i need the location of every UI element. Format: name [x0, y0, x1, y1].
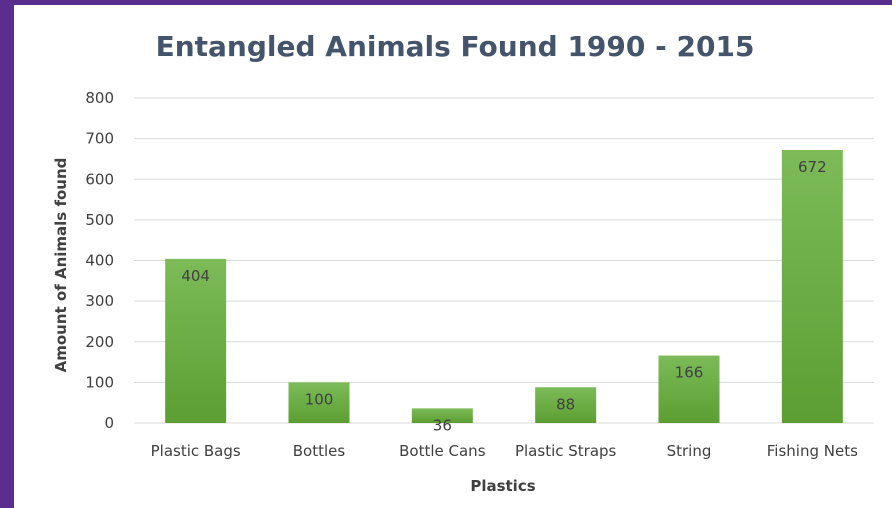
bar: [658, 355, 720, 423]
data-label: 672: [798, 158, 827, 176]
x-axis-title: Plastics: [470, 477, 535, 495]
y-tick-label: 400: [85, 252, 114, 270]
y-tick-label: 700: [85, 130, 114, 148]
y-tick-label: 500: [85, 211, 114, 229]
bars: 404 100 36 88 166 672: [165, 150, 843, 434]
y-tick-label: 600: [85, 170, 114, 188]
x-axis-ticks: Plastic Bags Bottles Bottle Cans Plastic St…: [151, 442, 858, 460]
bar: [165, 258, 227, 423]
y-tick-label: 0: [104, 414, 114, 432]
y-tick-label: 300: [85, 292, 114, 310]
x-tick-label: Fishing Nets: [767, 442, 858, 460]
x-tick-label: Plastic Bags: [151, 442, 241, 460]
y-tick-label: 200: [85, 333, 114, 351]
bar: [288, 382, 350, 423]
x-tick-label: Plastic Straps: [515, 442, 617, 460]
y-tick-label: 100: [85, 373, 114, 391]
data-label: 36: [433, 416, 452, 434]
chart-frame: Entangled Animals Found 1990 - 2015 0 100…: [14, 5, 892, 508]
data-label: 404: [181, 267, 210, 285]
data-label: 166: [675, 364, 704, 382]
chart-title: Entangled Animals Found 1990 - 2015: [156, 30, 755, 63]
bar: [535, 387, 597, 423]
y-axis-title: Amount of Animals found: [52, 158, 70, 373]
x-tick-label: String: [667, 442, 712, 460]
x-tick-label: Bottle Cans: [399, 442, 486, 460]
bar: [781, 150, 843, 423]
data-label: 88: [556, 395, 575, 413]
x-tick-label: Bottles: [293, 442, 346, 460]
bar-chart: Entangled Animals Found 1990 - 2015 0 100…: [52, 30, 874, 495]
y-tick-label: 800: [85, 89, 114, 107]
data-label: 100: [305, 390, 334, 408]
gridlines: [134, 97, 874, 424]
y-axis-ticks: 0 100 200 300 400 500 600 700 800: [85, 89, 114, 432]
bar: [411, 408, 473, 423]
